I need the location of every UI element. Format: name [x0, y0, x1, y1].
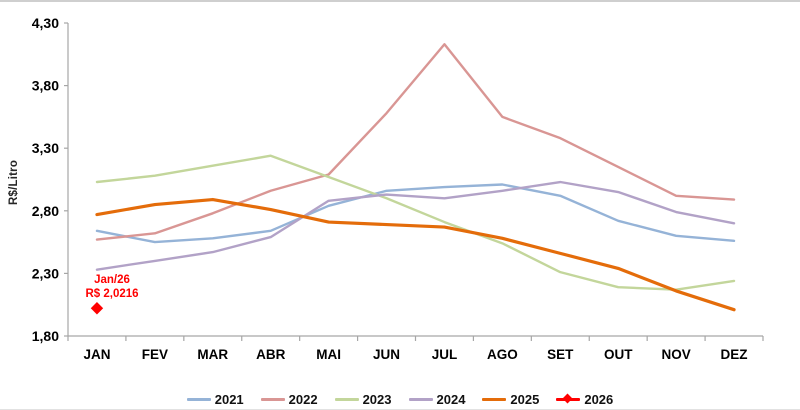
- legend-line-swatch-2024: [408, 398, 433, 401]
- y-tick-label: 2,30: [32, 265, 59, 281]
- line-chart-plot-area: 4,30 3,80 3,30 2,80 2,30 1,80 JAN FEV MAR ABR MAI J…: [32, 15, 764, 362]
- month-label-fev: FEV: [142, 347, 168, 362]
- legend-item-2021: 2021: [186, 392, 244, 407]
- month-label-mai: MAI: [316, 347, 341, 362]
- legend-label-2026: 2026: [584, 392, 614, 407]
- legend-line-swatch-2021: [186, 398, 211, 401]
- legend-line-swatch-2026: [556, 393, 581, 403]
- legend-item-2025: 2025: [482, 392, 539, 407]
- marker-diamond-2026: [90, 302, 104, 315]
- chart-legend: 2021 2022 2023 2024 2025 2026: [0, 392, 800, 407]
- month-label-out: OUT: [604, 347, 633, 362]
- legend-item-2023: 2023: [334, 392, 392, 407]
- top-border-line: [0, 0, 800, 2]
- y-tick-label: 3,80: [32, 78, 59, 94]
- month-label-jun: JUN: [373, 347, 400, 362]
- y-tick-label: 4,30: [32, 15, 59, 31]
- legend-label-2022: 2022: [288, 392, 318, 407]
- month-label-jul: JUL: [432, 347, 458, 362]
- legend-item-2022: 2022: [260, 392, 318, 407]
- series-line-2025: [95, 197, 736, 312]
- y-axis-title: R$/Litro: [8, 159, 20, 205]
- legend-item-2026: 2026: [556, 392, 613, 407]
- month-label-nov: NOV: [661, 347, 690, 362]
- legend-line-swatch-2022: [260, 398, 285, 401]
- jan26-annotation: Jan/26 R$ 2,0216: [64, 274, 160, 301]
- legend-label-2024: 2024: [436, 392, 466, 407]
- month-label-ago: AGO: [487, 347, 518, 362]
- annotation-line-2: R$ 2,0216: [85, 287, 139, 300]
- month-label-jan: JAN: [83, 347, 110, 362]
- legend-label-2025: 2025: [510, 392, 540, 407]
- month-label-dez: DEZ: [721, 347, 748, 362]
- legend-label-2023: 2023: [362, 392, 392, 407]
- y-tick-label: 1,80: [32, 328, 59, 344]
- legend-item-2024: 2024: [408, 392, 466, 407]
- series-line-2022: [95, 43, 736, 241]
- y-tick-label: 3,30: [32, 140, 59, 156]
- series-line-2021: [95, 183, 736, 244]
- annotation-line-1: Jan/26: [94, 274, 130, 286]
- legend-diamond-icon: [562, 393, 573, 403]
- legend-line-swatch-2025: [482, 398, 507, 401]
- series-line-2024: [95, 180, 736, 271]
- month-label-set: SET: [547, 347, 574, 362]
- y-tick-label: 2,80: [32, 203, 59, 219]
- month-label-mar: MAR: [197, 347, 228, 362]
- legend-label-2021: 2021: [214, 392, 244, 407]
- legend-line-swatch-2023: [334, 398, 359, 401]
- month-label-abr: ABR: [256, 347, 285, 362]
- series-line-2023: [95, 154, 736, 291]
